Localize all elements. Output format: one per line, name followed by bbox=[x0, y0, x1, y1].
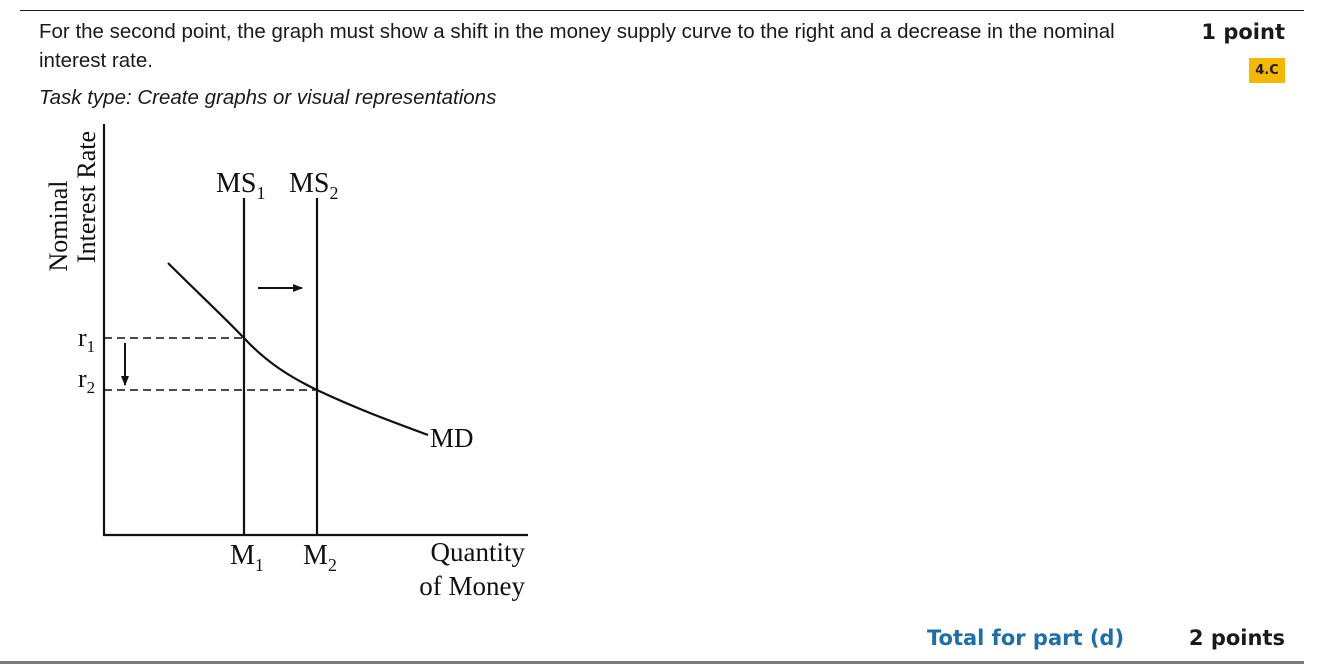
money-demand-label: MD bbox=[430, 423, 474, 453]
task-type-text: Task type: Create graphs or visual repre… bbox=[39, 86, 497, 109]
money-supply-2-label: MS2 bbox=[289, 168, 338, 203]
total-points-value: 2 points bbox=[1188, 626, 1285, 650]
money-market-graph: Nominal Interest Rate MS1 MS2 MD r1 r2 M… bbox=[44, 124, 528, 601]
bottom-rule bbox=[0, 661, 1304, 664]
rate-2-label: r2 bbox=[78, 364, 95, 397]
x-axis-label-line2: of Money bbox=[419, 571, 525, 601]
skill-badge: 4.C bbox=[1249, 58, 1285, 83]
quantity-2-label: M2 bbox=[303, 540, 337, 575]
money-demand-curve bbox=[167, 262, 429, 437]
quantity-1-label: M1 bbox=[230, 540, 264, 575]
y-axis-label-line2: Interest Rate bbox=[72, 131, 101, 263]
money-supply-1-label: MS1 bbox=[216, 168, 265, 203]
top-rule bbox=[20, 10, 1304, 11]
total-for-part-label: Total for part (d) bbox=[927, 626, 1125, 650]
points-label: 1 point bbox=[1201, 20, 1285, 44]
rate-1-label: r1 bbox=[78, 323, 95, 356]
y-axis-label-line1: Nominal bbox=[44, 181, 73, 272]
x-axis-label-line1: Quantity bbox=[431, 537, 526, 567]
scoring-criterion-text: For the second point, the graph must sho… bbox=[39, 20, 1115, 72]
